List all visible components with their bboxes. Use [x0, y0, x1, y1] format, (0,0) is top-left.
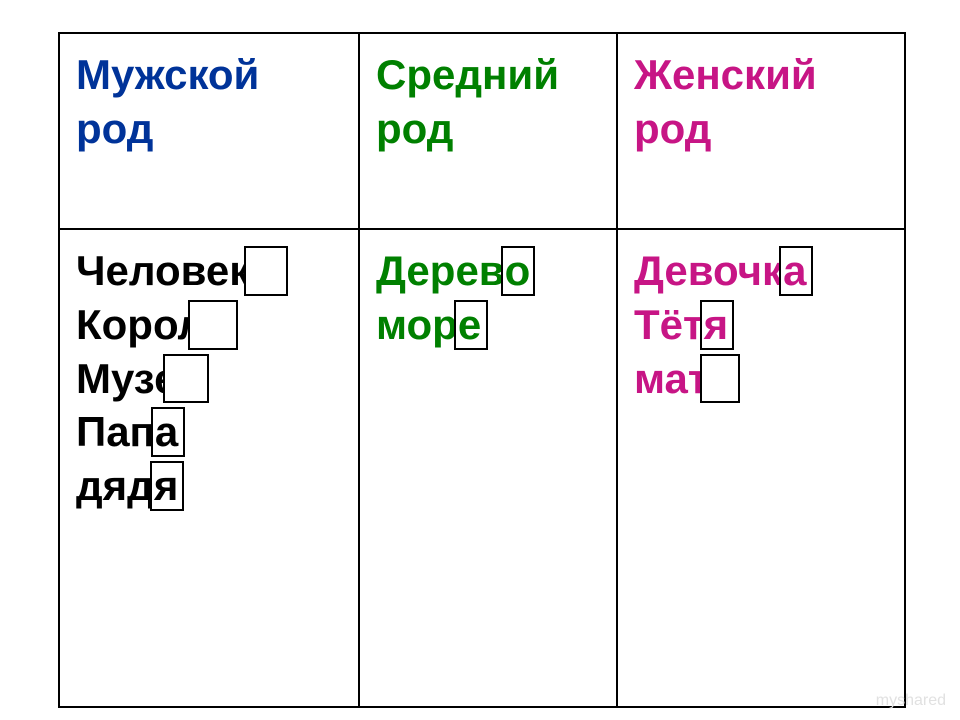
watermark-text: myshared [876, 692, 946, 710]
word-ending: е [458, 298, 488, 352]
word-ending-box: я [154, 459, 184, 513]
word-stem: Тёт [634, 301, 704, 348]
header-title-line2: род [76, 102, 344, 156]
body-cell-feminine: ДевочкаТётямат [617, 229, 905, 707]
word-stem: Пап [76, 408, 155, 455]
header-title-line1: Женский [634, 48, 890, 102]
word-ending-box: е [458, 298, 488, 352]
word: дядя [76, 459, 344, 513]
word: Дерево [376, 244, 602, 298]
table-body-row: ЧеловекКоролМузеПападядя Деревоморе Дево… [59, 229, 905, 707]
word-stem: мор [376, 301, 458, 348]
word-ending-box [204, 298, 238, 352]
word-ending: а [783, 244, 813, 298]
word: мат [634, 352, 890, 406]
header-cell-neuter: Среднийрод [359, 33, 617, 229]
header-title-line1: Средний [376, 48, 602, 102]
word-stem: Корол [76, 301, 204, 348]
word-ending-box: а [783, 244, 813, 298]
word: Человек [76, 244, 344, 298]
grammar-table: Мужскойрод Среднийрод Женскийрод Человек… [58, 32, 906, 708]
body-cell-masculine: ЧеловекКоролМузеПападядя [59, 229, 359, 707]
word-stem: Девочк [634, 247, 783, 294]
word-stem: мат [634, 355, 708, 402]
header-title-line2: род [376, 102, 602, 156]
word-ending-box [177, 352, 209, 406]
word-stem: Человек [76, 247, 250, 294]
word: Корол [76, 298, 344, 352]
word-ending-box [250, 244, 288, 298]
header-cell-feminine: Женскийрод [617, 33, 905, 229]
word-ending-box: о [505, 244, 535, 298]
word: море [376, 298, 602, 352]
word: Тётя [634, 298, 890, 352]
word: Музе [76, 352, 344, 406]
word-stem: Дерев [376, 247, 505, 294]
word-ending-box: я [704, 298, 734, 352]
header-cell-masculine: Мужскойрод [59, 33, 359, 229]
word: Папа [76, 405, 344, 459]
word-ending-box: а [155, 405, 185, 459]
word-ending: а [155, 405, 185, 459]
header-title-line2: род [634, 102, 890, 156]
table-header-row: Мужскойрод Среднийрод Женскийрод [59, 33, 905, 229]
body-cell-neuter: Деревоморе [359, 229, 617, 707]
header-title-line1: Мужской [76, 48, 344, 102]
word-ending: о [505, 244, 535, 298]
word-stem: Музе [76, 355, 177, 402]
slide-page: Мужскойрод Среднийрод Женскийрод Человек… [0, 0, 960, 720]
word-ending-box [708, 352, 740, 406]
word: Девочка [634, 244, 890, 298]
word-ending: я [154, 459, 184, 513]
word-ending: я [704, 298, 734, 352]
ending-frame-icon [244, 246, 288, 296]
word-stem: дяд [76, 462, 154, 509]
